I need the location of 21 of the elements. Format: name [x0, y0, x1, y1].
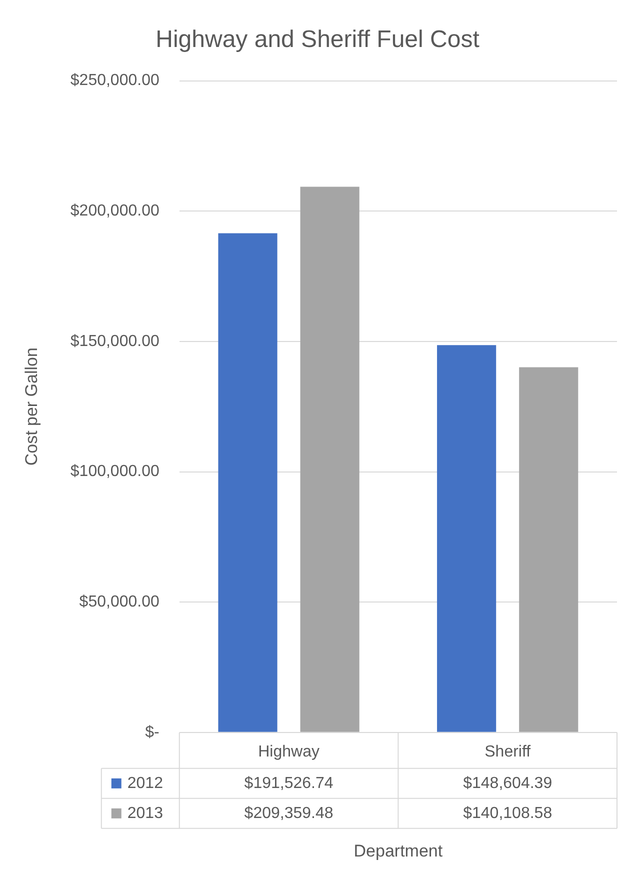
legend-label: 2013 [127, 804, 164, 822]
y-tick-label: $150,000.00 [70, 332, 160, 350]
y-tick-label: $- [145, 724, 160, 741]
y-tick-label: $50,000.00 [79, 593, 160, 610]
bar [437, 345, 496, 732]
x-axis-title: Department [354, 841, 443, 860]
bar [300, 186, 360, 732]
bar [519, 367, 578, 732]
y-tick-label: $200,000.00 [70, 202, 160, 220]
x-tick-label: Highway [258, 743, 320, 760]
chart-title: Highway and Sheriff Fuel Cost [156, 26, 480, 54]
y-axis-title: Cost per Gallon [22, 348, 41, 466]
y-tick-label: $250,000.00 [70, 72, 160, 90]
x-tick-label: Sheriff [484, 743, 532, 760]
data-label: $148,604.39 [463, 774, 552, 792]
data-label: $209,359.48 [244, 804, 334, 822]
data-label: $140,108.58 [463, 804, 552, 822]
data-label: $191,526.74 [244, 774, 334, 792]
y-tick-label: $100,000.00 [70, 463, 160, 480]
bar [218, 233, 278, 732]
legend-label: 2012 [127, 774, 164, 792]
